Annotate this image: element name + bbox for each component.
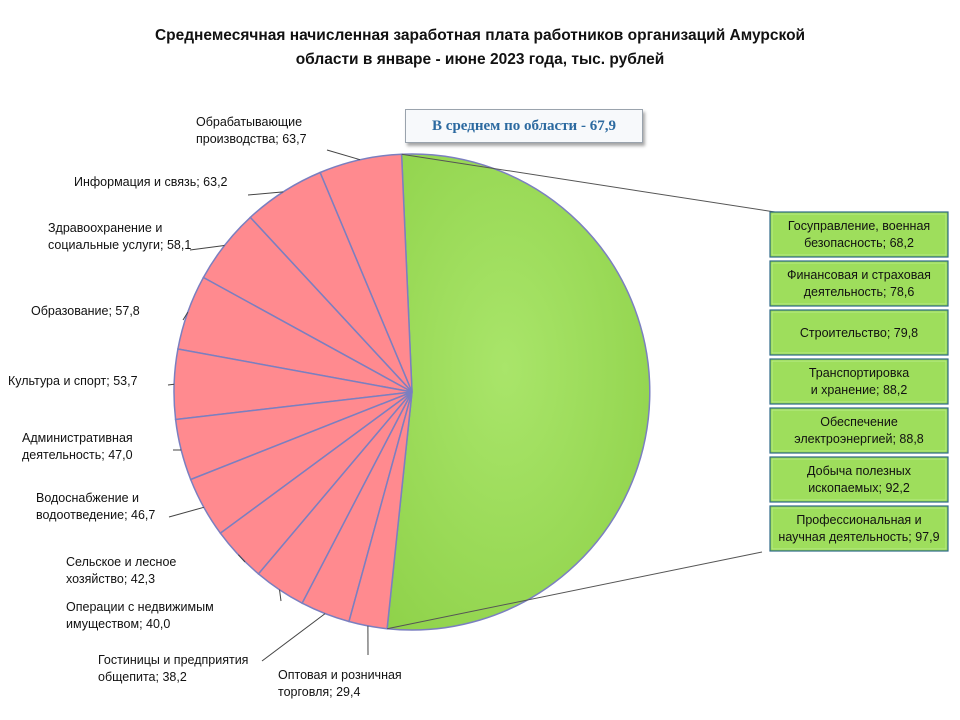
connector-line-bottom	[386, 551, 763, 630]
slice-label: Здравоохранение и социальные услуги; 58,1	[48, 221, 191, 252]
slice-label: Культура и спорт; 53,7	[8, 374, 138, 388]
leader-line	[189, 245, 225, 251]
leader-line	[261, 613, 326, 662]
above-average-label: Обеспечение электроэнергией; 88,8	[794, 415, 924, 446]
leader-line	[237, 554, 246, 563]
leader-line	[167, 383, 175, 386]
slice-label: Оптовая и розничная торговля; 29,4	[278, 668, 402, 699]
above-average-label: Финансовая и страховая деятельность; 78,6	[787, 268, 931, 299]
above-average-label: Строительство; 79,8	[800, 326, 918, 340]
slice-label: Обрабатывающие производства; 63,7	[196, 115, 307, 146]
slice-label: Операции с недвижимым имуществом; 40,0	[66, 600, 214, 631]
leader-line	[279, 589, 282, 602]
pie-slice	[348, 391, 413, 630]
leader-line	[326, 149, 361, 161]
above-average-box-inner	[771, 311, 947, 354]
above-average-label: Транспортировка и хранение; 88,2	[809, 366, 909, 397]
connector-line-top	[401, 153, 776, 213]
slice-label: Образование; 57,8	[31, 304, 140, 318]
above-average-label: Профессиональная и научная деятельность; …	[778, 513, 939, 544]
chart-title: Среднемесячная начисленная заработная пл…	[154, 27, 806, 68]
above-average-label: Добыча полезных ископаемых; 92,2	[807, 464, 912, 495]
above-average-box-inner	[771, 409, 947, 452]
pie-slice-above-average	[386, 153, 651, 631]
above-average-box-inner	[771, 213, 947, 256]
slice-label: Гостиницы и предприятия общепита; 38,2	[98, 653, 248, 684]
above-average-box-inner	[771, 262, 947, 305]
leader-line	[182, 311, 189, 321]
above-average-label: Госуправление, военная безопасность; 68,2	[788, 219, 930, 250]
leader-line	[168, 506, 204, 518]
slice-label: Информация и связь; 63,2	[74, 175, 228, 189]
slice-label: Водоснабжение и водоотведение; 46,7	[36, 491, 155, 522]
above-average-box-inner	[771, 507, 947, 550]
above-average-box-inner	[771, 458, 947, 501]
above-average-box-inner	[771, 360, 947, 403]
regional-average-box: В среднем по области - 67,9	[405, 109, 643, 143]
leader-line	[247, 191, 284, 196]
slice-label: Административная деятельность; 47,0	[22, 431, 133, 462]
slice-label: Сельское и лесное хозяйство; 42,3	[66, 555, 176, 586]
